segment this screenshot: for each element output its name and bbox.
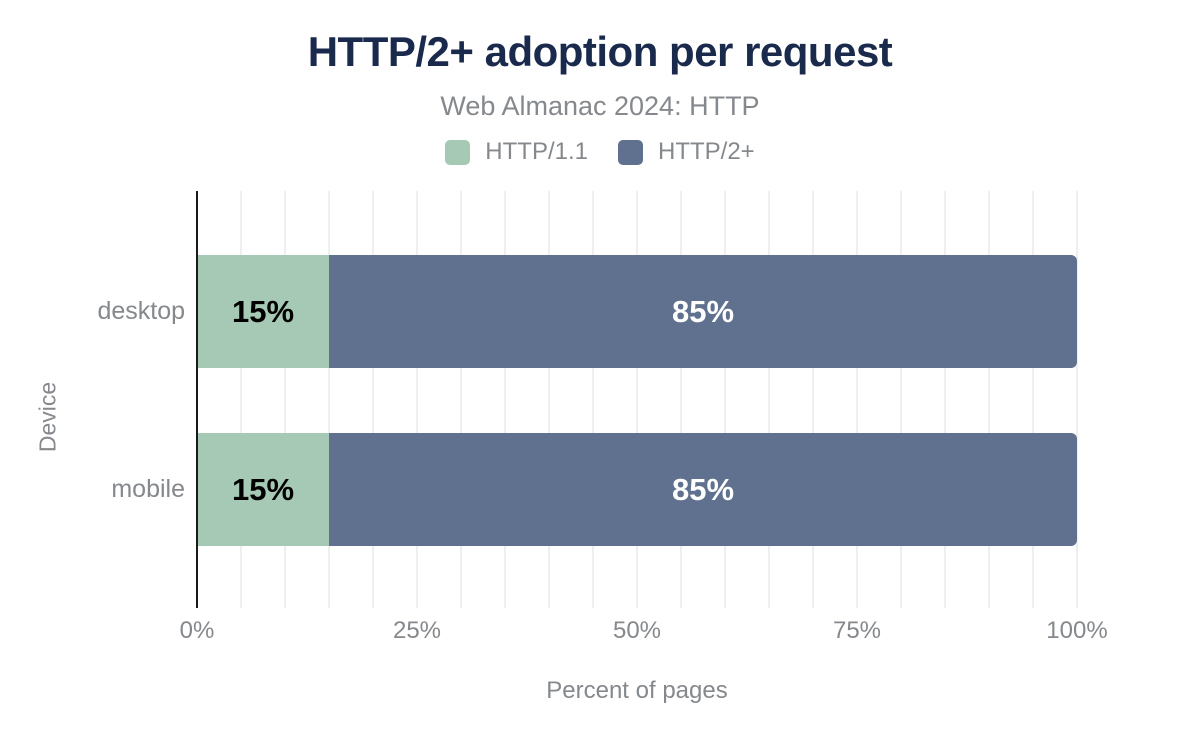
gridline — [944, 191, 946, 608]
gridline — [636, 191, 638, 608]
gridline — [900, 191, 902, 608]
gridline — [416, 191, 418, 608]
bar-row-desktop: 15% 85% — [197, 255, 1077, 368]
gridline — [504, 191, 506, 608]
legend-swatch-http2plus-icon — [618, 139, 643, 165]
y-axis-line — [196, 191, 198, 608]
value-label-desktop-http2plus: 85% — [671, 294, 735, 329]
gridline — [680, 191, 682, 608]
gridline — [724, 191, 726, 608]
gridline — [856, 191, 858, 608]
gridline — [328, 191, 330, 608]
gridline — [1076, 191, 1078, 608]
chart-subtitle: Web Almanac 2024: HTTP — [440, 91, 760, 121]
x-tick-label: 75% — [832, 617, 882, 644]
legend-label-http11: HTTP/1.1 — [485, 138, 588, 165]
gridline — [284, 191, 286, 608]
x-tick-label: 50% — [612, 617, 662, 644]
gridline — [372, 191, 374, 608]
chart-title: HTTP/2+ adoption per request — [307, 28, 893, 75]
bar-segment-desktop-http2plus: 85% — [329, 255, 1077, 368]
plot-area: 15% 85% 15% 85% — [196, 191, 1078, 608]
value-label-mobile-http2plus: 85% — [671, 472, 735, 507]
legend-swatch-http11-icon — [445, 139, 471, 165]
gridline — [988, 191, 990, 608]
x-tick-labels: 0% 25% 50% 75% 100% — [180, 617, 1108, 647]
gridlines — [197, 191, 1078, 608]
y-axis-title: Device — [34, 381, 61, 453]
category-label-desktop: desktop — [97, 297, 185, 325]
category-label-mobile: mobile — [111, 475, 185, 503]
bar-row-mobile: 15% 85% — [197, 433, 1077, 546]
gridline — [1032, 191, 1034, 608]
x-tick-label: 100% — [1046, 617, 1108, 644]
bar-segment-desktop-http11: 15% — [197, 255, 329, 368]
bar-segment-mobile-http2plus: 85% — [329, 433, 1077, 546]
bar-segment-mobile-http11: 15% — [197, 433, 329, 546]
gridline — [768, 191, 770, 608]
gridline — [548, 191, 550, 608]
value-label-mobile-http11: 15% — [231, 472, 295, 507]
gridline — [240, 191, 242, 608]
legend-label-http2plus: HTTP/2+ — [658, 138, 755, 165]
gridline — [592, 191, 594, 608]
legend-item-http11[interactable]: HTTP/1.1 — [445, 138, 588, 166]
x-axis-title: Percent of pages — [546, 677, 728, 704]
value-label-desktop-http11: 15% — [231, 294, 295, 329]
x-tick-label: 25% — [392, 617, 442, 644]
gridline — [460, 191, 462, 608]
x-tick-label: 0% — [179, 617, 215, 644]
gridline — [812, 191, 814, 608]
legend-item-http2plus[interactable]: HTTP/2+ — [618, 138, 755, 166]
legend: HTTP/1.1 HTTP/2+ — [0, 138, 1200, 166]
